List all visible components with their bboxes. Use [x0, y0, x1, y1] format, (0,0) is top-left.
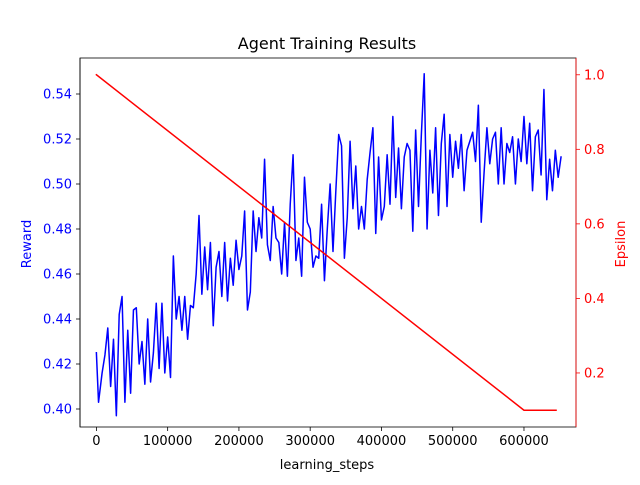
- y-right-tick-label: 0.2: [584, 366, 605, 381]
- y-right-tick-label: 0.8: [584, 143, 605, 158]
- y-left-tick-label: 0.42: [43, 358, 72, 373]
- x-tick-label: 500000: [428, 434, 478, 449]
- y-left-tick-label: 0.54: [43, 88, 72, 103]
- y-left-tick-label: 0.48: [43, 223, 72, 238]
- y-left-tick-label: 0.52: [43, 133, 72, 148]
- y-axis-label-left: Reward: [20, 220, 35, 268]
- x-tick-label: 100000: [143, 434, 193, 449]
- y-right-tick-label: 1.0: [584, 68, 605, 83]
- y-axis-label-right: Epsilon: [614, 221, 629, 268]
- y-right-tick-label: 0.4: [584, 292, 605, 307]
- x-tick-label: 300000: [285, 434, 335, 449]
- y-left-tick-label: 0.44: [43, 313, 72, 328]
- y-left-tick-label: 0.40: [43, 403, 72, 418]
- x-tick-label: 400000: [357, 434, 407, 449]
- x-axis-label: learning_steps: [280, 458, 375, 473]
- y-right-tick-label: 0.6: [584, 217, 605, 232]
- x-tick-label: 200000: [214, 434, 264, 449]
- plot-area: 0 100000 200000 300000 400000 500000 600000 0.4…: [43, 57, 605, 449]
- y-left-tick-label: 0.50: [43, 178, 72, 193]
- chart-title: Agent Training Results: [238, 34, 416, 53]
- y-left-tick-label: 0.46: [43, 268, 72, 283]
- reward-line: [95, 73, 562, 417]
- x-tick-label: 600000: [499, 434, 549, 449]
- x-tick-label: 0: [92, 434, 100, 449]
- epsilon-line: [95, 73, 557, 411]
